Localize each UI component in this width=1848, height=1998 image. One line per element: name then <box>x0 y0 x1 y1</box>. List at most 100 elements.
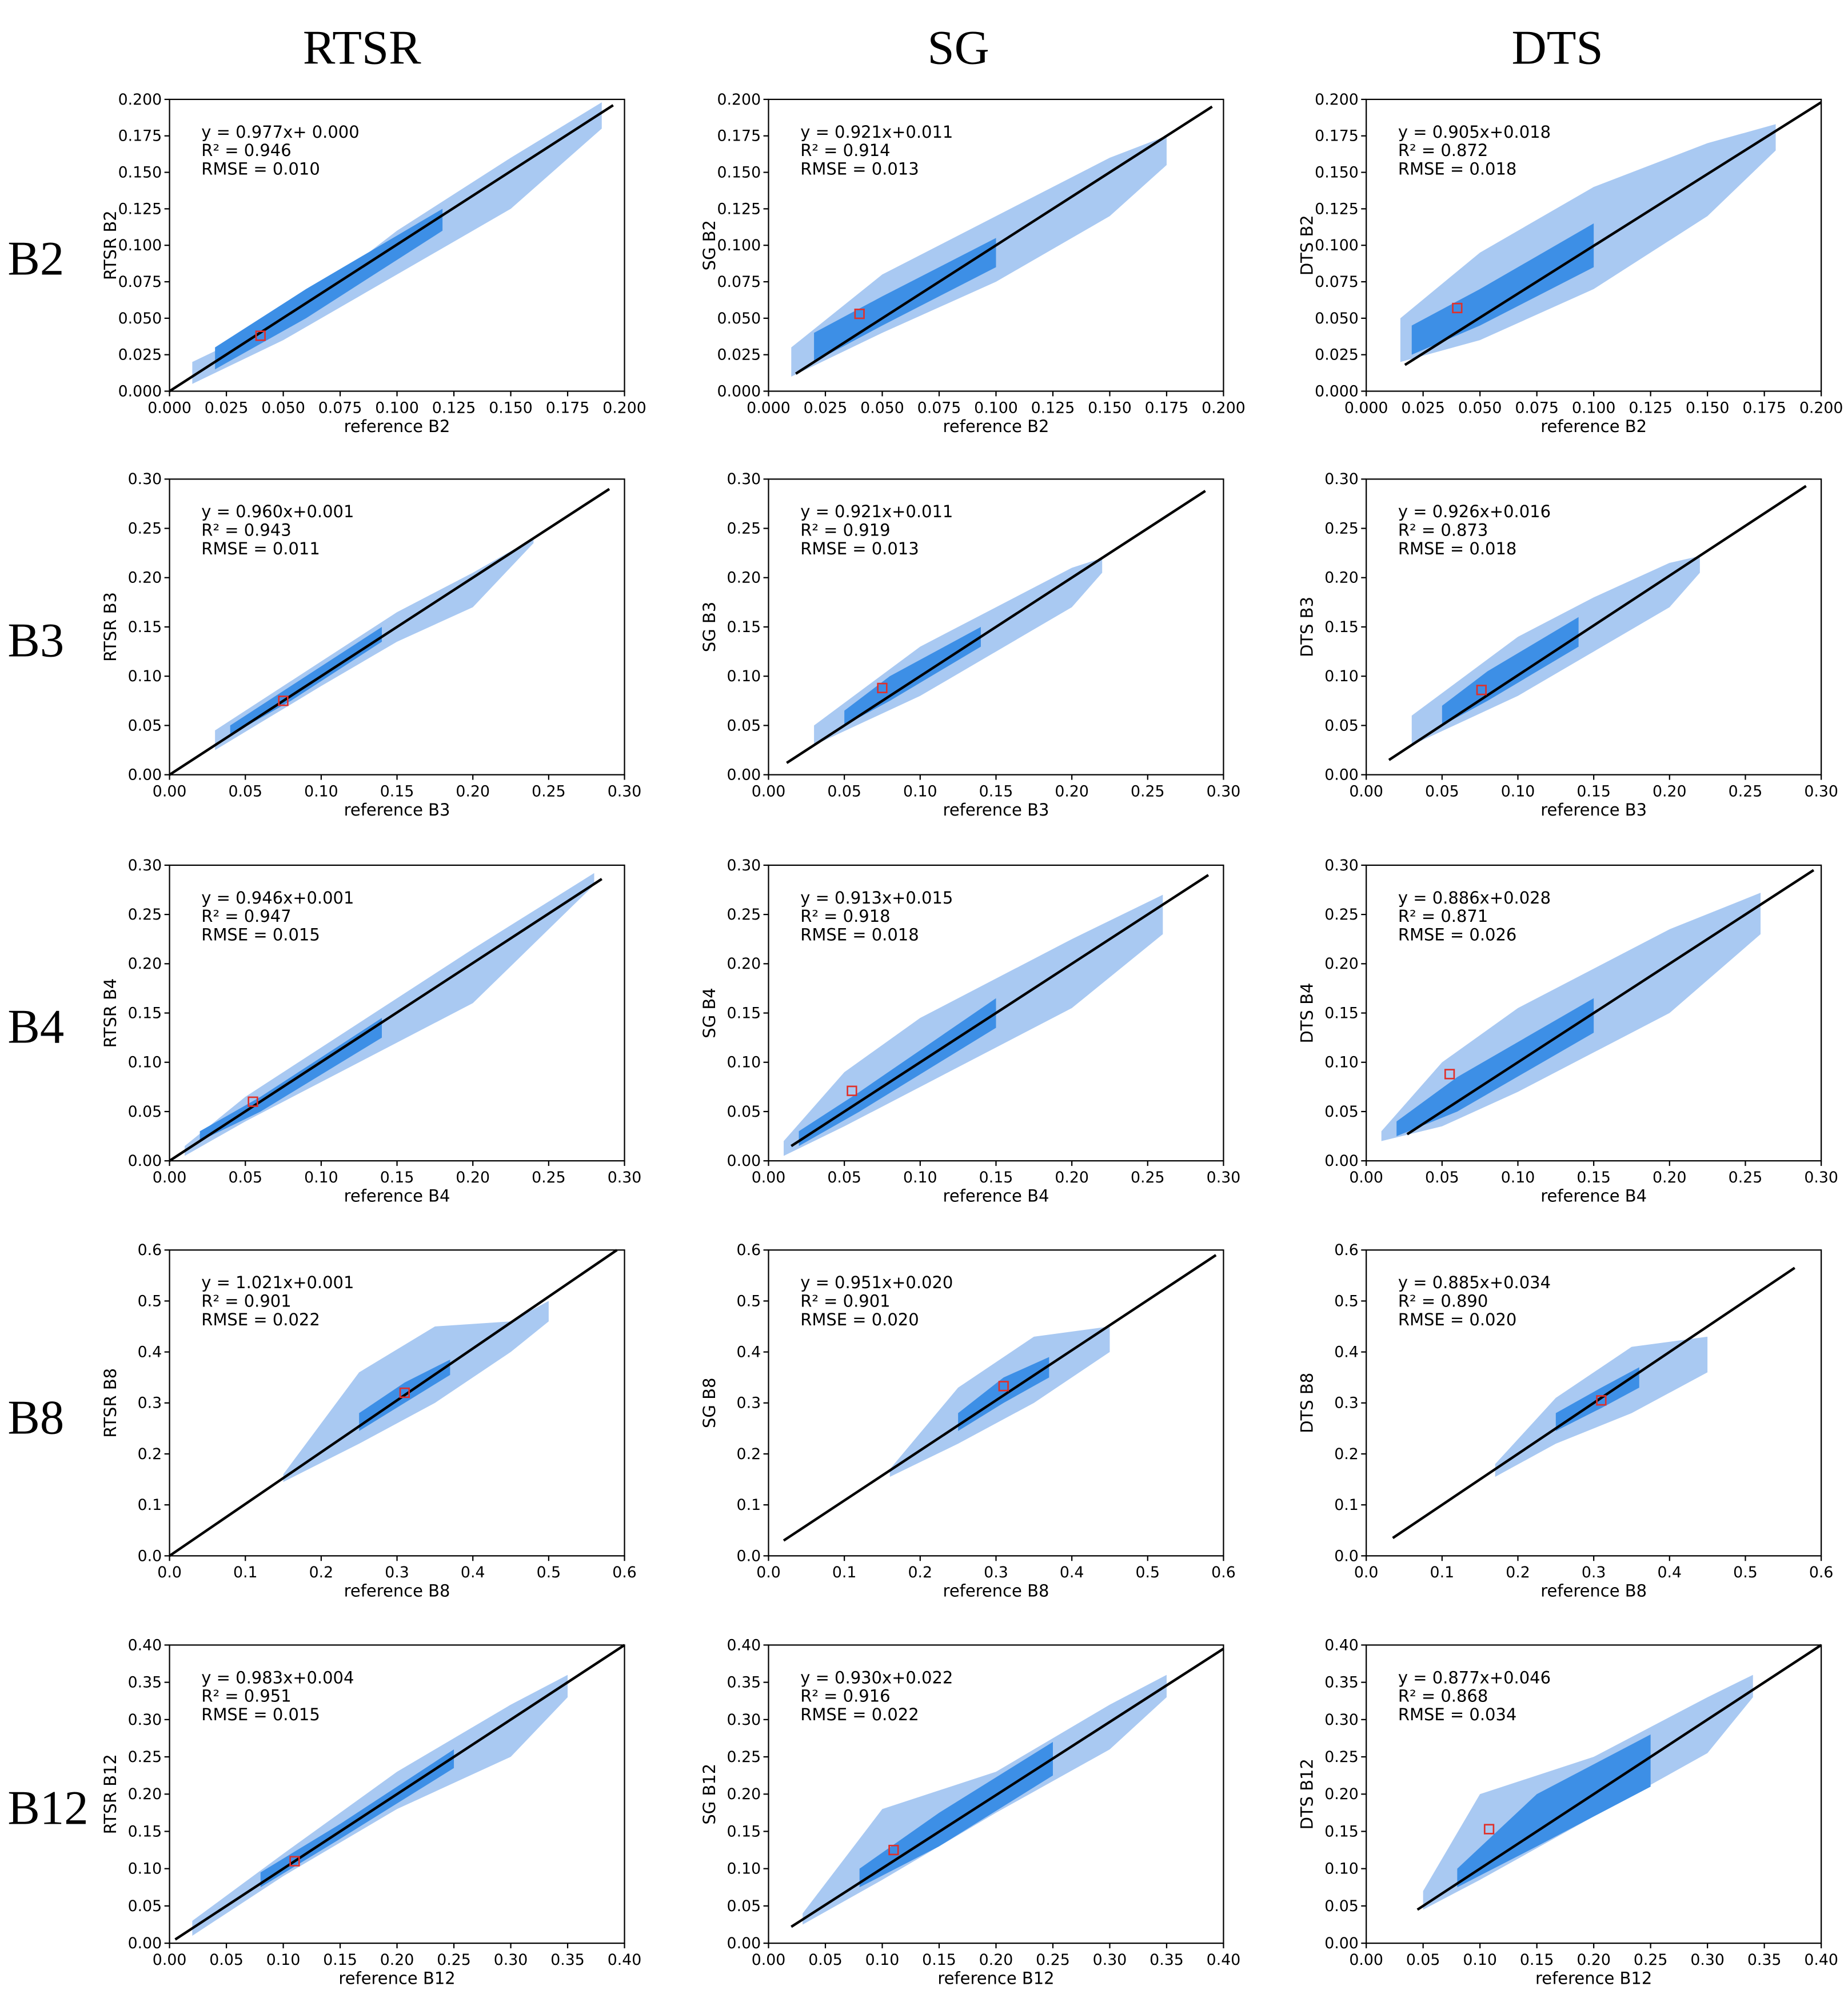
x-tick-label: 0.5 <box>1733 1564 1758 1581</box>
y-tick-label: 0.25 <box>1324 1748 1359 1766</box>
y-tick-label: 0.1 <box>737 1496 761 1514</box>
x-tick-label: 0.05 <box>209 1951 244 1969</box>
y-tick-label: 0.050 <box>1315 310 1359 327</box>
x-axis-label: reference B8 <box>344 1581 450 1601</box>
density-core <box>1457 1734 1651 1888</box>
y-tick-label: 0.025 <box>118 346 162 364</box>
y-tick-label: 0.150 <box>118 163 162 181</box>
x-tick-label: 0.30 <box>1804 782 1838 800</box>
fit-annotation: R² = 0.943 <box>201 521 291 540</box>
y-axis-label: SG B8 <box>700 1378 719 1428</box>
density-core <box>799 998 996 1146</box>
x-tick-label: 0.10 <box>1501 782 1535 800</box>
fit-annotation: RMSE = 0.022 <box>201 1310 320 1329</box>
x-tick-label: 0.125 <box>1629 399 1673 417</box>
y-tick-label: 0.05 <box>1324 1897 1359 1915</box>
x-tick-label: 0.10 <box>1501 1169 1535 1186</box>
x-tick-label: 0.3 <box>984 1564 1008 1581</box>
y-tick-label: 0.4 <box>737 1344 761 1361</box>
mean-marker <box>877 682 888 694</box>
y-tick-label: 0.025 <box>1315 346 1359 364</box>
y-tick-label: 0.05 <box>727 1103 761 1121</box>
y-tick-label: 0.125 <box>717 200 761 218</box>
y-tick-label: 0.15 <box>1324 1004 1359 1022</box>
fit-annotation: y = 0.877x+0.046 <box>1398 1668 1551 1687</box>
y-tick-label: 0.25 <box>1324 520 1359 537</box>
fit-line <box>169 487 610 776</box>
x-tick-label: 0.150 <box>1686 399 1730 417</box>
mean-marker <box>399 1387 410 1398</box>
x-tick-label: 0.2 <box>908 1564 933 1581</box>
x-tick-label: 0.40 <box>1804 1951 1838 1969</box>
y-axis-label: SG B4 <box>700 988 719 1038</box>
fit-line <box>169 104 614 393</box>
x-tick-label: 0.25 <box>1729 1169 1763 1186</box>
mean-marker <box>1596 1395 1607 1406</box>
x-tick-label: 0.35 <box>1747 1951 1782 1969</box>
x-tick-label: 0.000 <box>147 399 191 417</box>
x-tick-label: 0.30 <box>1690 1951 1725 1969</box>
y-tick-label: 0.00 <box>1324 1152 1359 1170</box>
x-tick-label: 0.05 <box>808 1951 843 1969</box>
x-tick-label: 0.4 <box>1060 1564 1084 1581</box>
y-axis-label: SG B3 <box>700 602 719 652</box>
x-axis-label: reference B3 <box>344 800 450 820</box>
y-tick-label: 0.05 <box>128 1103 162 1121</box>
x-tick-label: 0.00 <box>1349 1951 1383 1969</box>
x-tick-label: 0.1 <box>1430 1564 1455 1581</box>
x-tick-label: 0.200 <box>1202 399 1246 417</box>
x-tick-label: 0.25 <box>1729 782 1763 800</box>
y-tick-label: 0.10 <box>128 1054 162 1072</box>
fit-line <box>1388 485 1807 761</box>
x-tick-label: 0.15 <box>323 1951 357 1969</box>
y-tick-label: 0.2 <box>1334 1445 1359 1463</box>
density-core <box>1411 223 1594 355</box>
y-tick-label: 0.20 <box>1324 569 1359 587</box>
fit-annotation: R² = 0.871 <box>1398 906 1488 926</box>
x-tick-label: 0.175 <box>1145 399 1189 417</box>
y-tick-label: 0.00 <box>727 1935 761 1952</box>
x-tick-label: 0.05 <box>827 782 861 800</box>
x-tick-label: 0.25 <box>532 782 566 800</box>
x-tick-label: 0.175 <box>1742 399 1786 417</box>
fit-annotation: y = 1.021x+0.001 <box>201 1273 354 1292</box>
fit-annotation: R² = 0.947 <box>201 906 291 926</box>
y-tick-label: 0.6 <box>737 1241 761 1259</box>
density-core <box>844 626 981 726</box>
y-tick-label: 0.15 <box>727 1823 761 1840</box>
x-tick-label: 0.050 <box>1458 399 1502 417</box>
y-tick-label: 0.15 <box>727 618 761 636</box>
y-tick-label: 0.10 <box>1324 1054 1359 1072</box>
x-tick-label: 0.00 <box>752 1951 786 1969</box>
y-tick-label: 0.25 <box>128 520 162 537</box>
x-tick-label: 0.6 <box>1211 1564 1236 1581</box>
fit-annotation: RMSE = 0.026 <box>1398 925 1516 944</box>
x-tick-label: 0.10 <box>865 1951 900 1969</box>
mean-marker <box>289 1856 300 1867</box>
fit-line <box>795 105 1213 375</box>
y-tick-label: 0.0 <box>138 1547 162 1565</box>
y-tick-label: 0.35 <box>128 1674 162 1692</box>
x-tick-label: 0.000 <box>1344 399 1388 417</box>
fit-annotation: RMSE = 0.020 <box>1398 1310 1516 1329</box>
x-tick-label: 0.15 <box>979 1169 1013 1186</box>
fit-annotation: R² = 0.901 <box>201 1291 291 1310</box>
fit-annotation: y = 0.951x+0.020 <box>800 1273 953 1292</box>
fit-annotation: y = 0.960x+0.001 <box>201 502 354 521</box>
y-tick-label: 0.00 <box>128 1935 162 1952</box>
x-tick-label: 0.175 <box>546 399 590 417</box>
mean-marker <box>1444 1069 1455 1080</box>
row-title: B4 <box>7 1000 64 1053</box>
y-tick-label: 0.00 <box>128 1152 162 1170</box>
y-tick-label: 0.2 <box>737 1445 761 1463</box>
mean-marker <box>1476 685 1487 696</box>
y-tick-label: 0.2 <box>138 1445 162 1463</box>
y-tick-label: 0.25 <box>727 520 761 537</box>
x-tick-label: 0.15 <box>1576 1169 1611 1186</box>
y-tick-label: 0.000 <box>118 382 162 400</box>
y-tick-label: 0.5 <box>138 1292 162 1310</box>
x-tick-label: 0.5 <box>1136 1564 1160 1581</box>
fit-annotation: y = 0.921x+0.011 <box>800 122 953 142</box>
x-tick-label: 0.15 <box>922 1951 956 1969</box>
